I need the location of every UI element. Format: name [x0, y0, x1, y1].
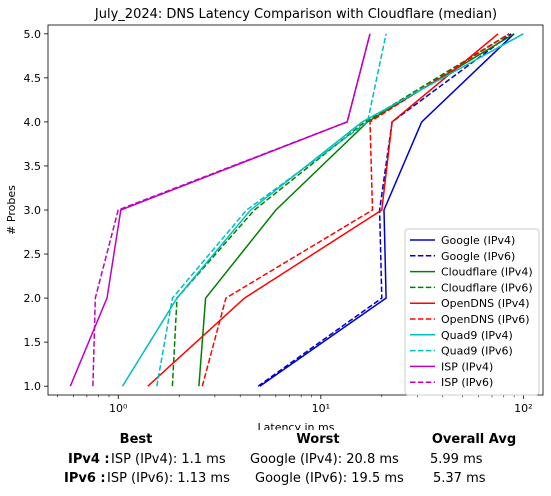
summary-row-ipv4-best: ISP (IPv4): 1.1 ms: [111, 452, 226, 467]
y-tick-label: 3.0: [24, 204, 42, 217]
y-tick-label: 4.5: [24, 72, 42, 85]
series-line-quad9-ipv6: [156, 33, 387, 387]
y-tick-label: 4.0: [24, 116, 42, 129]
y-tick-label: 3.5: [24, 160, 42, 173]
latency-line-chart: July_2024: DNS Latency Comparison with C…: [5, 7, 544, 430]
legend-label-cloudflare-ipv6: Cloudflare (IPv6): [441, 281, 533, 294]
series-line-opendns-ipv4: [147, 33, 499, 387]
y-tick-label: 2.0: [24, 292, 42, 305]
summary-row-ipv6-avg: 5.37 ms: [433, 471, 486, 486]
summary-row-ipv4-avg: 5.99 ms: [430, 452, 483, 467]
series-line-google-ipv4: [259, 33, 515, 387]
summary-row-ipv6-worst: Google (IPv6): 19.5 ms: [255, 471, 404, 486]
legend-label-opendns-ipv6: OpenDNS (IPv6): [441, 313, 530, 326]
summary-row-ipv4-worst: Google (IPv4): 20.8 ms: [250, 452, 399, 467]
summary-row-ipv6-best: ISP (IPv6): 1.13 ms: [107, 471, 230, 486]
series-line-cloudflare-ipv6: [171, 33, 510, 387]
summary-table: Best Worst Overall Avg IPv4 : ISP (IPv4)…: [0, 430, 551, 496]
series-line-isp-ipv4: [69, 33, 371, 387]
legend: Google (IPv4) Google (IPv6) Cloudflare (IP…: [404, 228, 540, 396]
x-tick-label: 10²: [514, 402, 532, 415]
legend-label-quad9-ipv6: Quad9 (IPv6): [441, 345, 513, 358]
legend-label-cloudflare-ipv4: Cloudflare (IPv4): [441, 266, 533, 279]
legend-label-quad9-ipv4: Quad9 (IPv4): [441, 329, 513, 342]
legend-label-google-ipv4: Google (IPv4): [441, 234, 515, 247]
summary-row-ipv4-label: IPv4 :: [68, 452, 110, 467]
y-tick-label: 1.0: [24, 380, 42, 393]
legend-label-isp-ipv4: ISP (IPv4): [441, 360, 493, 373]
y-tick-label: 5.0: [24, 28, 42, 41]
series-line-isp-ipv6: [92, 33, 371, 387]
y-tick-label: 1.5: [24, 336, 42, 349]
summary-row-ipv6-label: IPv6 :: [64, 471, 106, 486]
x-tick-label: 10⁰: [109, 402, 128, 415]
legend-label-isp-ipv6: ISP (IPv6): [441, 376, 493, 389]
legend-box: [404, 228, 540, 396]
chart-title: July_2024: DNS Latency Comparison with C…: [94, 7, 497, 22]
legend-label-opendns-ipv4: OpenDNS (IPv4): [441, 297, 530, 310]
summary-header-avg: Overall Avg: [431, 432, 517, 447]
series-line-google-ipv6: [257, 33, 512, 387]
series-line-quad9-ipv4: [121, 33, 524, 387]
x-tick-label: 10¹: [312, 402, 330, 415]
plot-area: 10⁰ 10¹ 10² 1.0 1.5 2.0 2.5 3.0 3.5 4.0 4.5 5.0: [24, 24, 544, 415]
y-tick-label: 2.5: [24, 248, 42, 261]
y-axis-label: # Probes: [5, 185, 18, 235]
summary-header-worst: Worst: [296, 432, 340, 447]
legend-label-google-ipv6: Google (IPv6): [441, 250, 515, 263]
summary-header-best: Best: [119, 432, 153, 447]
x-axis-label: Latency in ms: [258, 421, 335, 430]
